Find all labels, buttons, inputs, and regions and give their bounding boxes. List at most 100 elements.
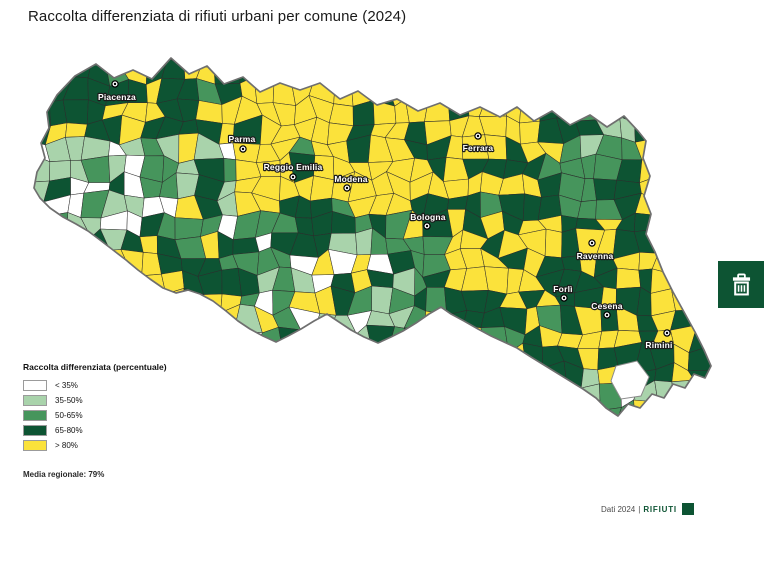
municipality-cell [314, 58, 336, 81]
city-marker-dot [605, 313, 609, 317]
municipality-cell [232, 362, 259, 387]
footer-separator: | [638, 504, 641, 514]
municipality-cell [34, 310, 54, 330]
legend-items: < 35% 35-50% 50-65% 65-80% > 80% [23, 378, 233, 453]
municipality-cell [650, 61, 673, 79]
municipality-cell [692, 95, 711, 122]
municipality-cell [290, 423, 319, 448]
municipality-cell [522, 59, 549, 79]
municipality-cell [405, 58, 435, 67]
municipality-cell [421, 325, 453, 350]
municipality-cell [713, 439, 738, 467]
municipality-cell [613, 61, 638, 83]
municipality-cell [251, 380, 281, 411]
municipality-cell [330, 405, 353, 416]
municipality-cell [444, 384, 466, 411]
municipality-cell [408, 387, 433, 409]
legend-swatch [23, 395, 47, 406]
city-marker-dot [665, 331, 669, 335]
municipality-cell [520, 58, 549, 61]
municipality-cell [713, 42, 731, 64]
municipality-cell [574, 442, 602, 465]
municipality-cell [706, 133, 711, 162]
municipality-cell [711, 95, 733, 121]
municipality-cell [688, 172, 711, 201]
municipality-cell [4, 39, 31, 66]
municipality-cell [353, 439, 372, 463]
municipality-cell [99, 309, 130, 332]
city-label: Ferrara [463, 143, 494, 153]
municipality-cell [674, 218, 700, 241]
municipality-cell [634, 99, 661, 124]
municipality-cell [554, 58, 581, 70]
municipality-cell [425, 286, 448, 316]
city-label: Parma [229, 134, 256, 144]
municipality-cell [232, 237, 260, 255]
municipality-cell [253, 399, 281, 416]
municipality-cell [448, 439, 466, 466]
trash-button[interactable] [718, 261, 764, 308]
municipality-cell [213, 58, 240, 63]
page-title: Raccolta differenziata di rifiuti urbani… [28, 8, 407, 25]
municipality-cell [484, 266, 509, 295]
municipality-cell [655, 424, 672, 441]
municipality-cell [371, 63, 396, 86]
municipality-cell [351, 365, 374, 386]
city-label: Piacenza [98, 92, 136, 102]
municipality-cell [671, 379, 698, 405]
municipality-cell [447, 77, 468, 102]
municipality-cell [197, 326, 221, 352]
municipality-cell [49, 274, 72, 298]
municipality-cell [367, 439, 388, 464]
municipality-cell [672, 257, 699, 279]
municipality-cell [654, 398, 674, 416]
municipality-cell [424, 98, 450, 122]
legend-swatch [23, 440, 47, 451]
municipality-cell [297, 385, 315, 405]
municipality-cell [599, 63, 617, 83]
municipality-cell [289, 401, 315, 416]
city-marker-dot [476, 134, 480, 138]
municipality-cell [34, 117, 35, 141]
municipality-cell [409, 366, 432, 391]
municipality-cell [34, 322, 54, 350]
municipality-cell [34, 256, 53, 277]
municipality-cell [688, 191, 711, 220]
municipality-cell [690, 439, 714, 465]
city-marker-dot [345, 186, 349, 190]
municipality-cell [411, 407, 433, 416]
municipality-cell [233, 441, 261, 460]
legend-swatch [23, 410, 47, 421]
municipality-cell [690, 426, 714, 448]
municipality-cell [312, 401, 333, 416]
municipality-cell [593, 178, 618, 201]
municipality-cell [309, 175, 335, 202]
municipality-cell [7, 220, 31, 239]
municipality-cell [598, 421, 624, 444]
municipality-cell [280, 428, 291, 439]
regional-average-note: Media regionale: 79% [23, 470, 105, 479]
municipality-cell [461, 58, 488, 89]
municipality-cell [671, 58, 696, 83]
municipality-cell [693, 58, 711, 83]
legend-item: 35-50% [23, 393, 233, 408]
municipality-cell [544, 58, 567, 62]
municipality-cell [34, 310, 35, 331]
city-label: Rimini [645, 340, 672, 350]
municipality-cell [498, 439, 529, 465]
municipality-cell [404, 76, 429, 101]
municipality-cell [290, 60, 315, 78]
municipality-cell [658, 228, 680, 259]
municipality-cell [499, 58, 524, 61]
legend-swatch [23, 380, 47, 391]
municipality-cell [504, 77, 528, 107]
municipality-cell [422, 424, 449, 438]
municipality-cell [576, 64, 603, 80]
municipality-cell [694, 379, 711, 405]
municipality-cell [485, 58, 507, 84]
municipality-cell [327, 58, 348, 60]
municipality-cell [44, 249, 72, 277]
municipality-cell [386, 421, 412, 441]
municipality-cell [355, 227, 373, 256]
municipality-cell [261, 429, 281, 442]
